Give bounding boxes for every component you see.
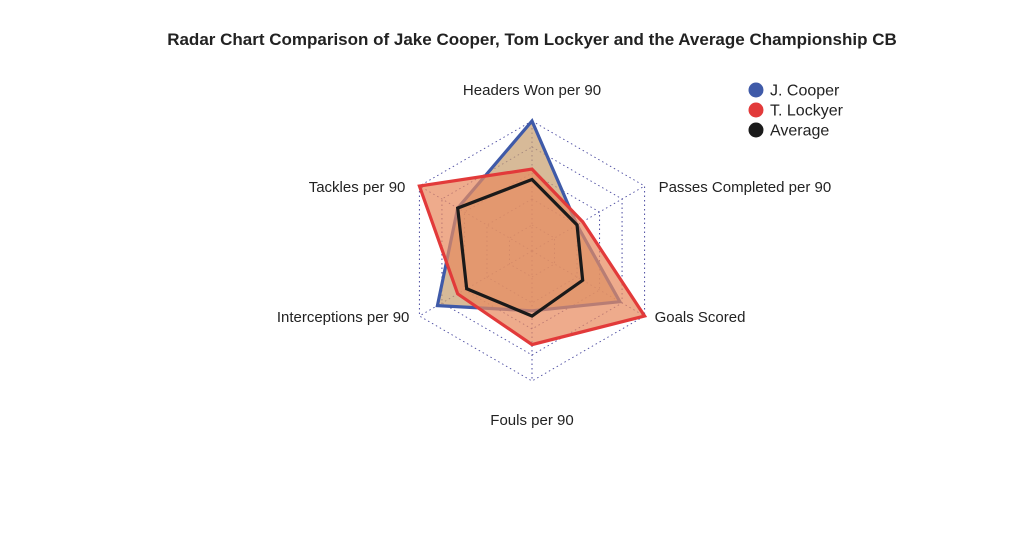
axis-labels: Headers Won per 90 Passes Completed per 9… <box>277 82 831 429</box>
axis-label: Interceptions per 90 <box>277 309 410 326</box>
chart-title: Radar Chart Comparison of Jake Cooper, T… <box>167 30 897 49</box>
legend-label: Average <box>770 123 829 140</box>
axis-label: Goals Scored <box>655 309 746 326</box>
axis-label: Fouls per 90 <box>490 412 573 429</box>
axis-label: Headers Won per 90 <box>463 82 601 99</box>
legend-label: J. Cooper <box>770 83 840 100</box>
radar-series <box>417 118 648 347</box>
grid-spoke <box>531 185 645 252</box>
legend-label: T. Lockyer <box>770 103 844 120</box>
series-t-lockyer <box>417 167 648 347</box>
legend-swatch <box>748 102 764 118</box>
axis-label: Passes Completed per 90 <box>659 179 832 196</box>
legend-swatch <box>748 122 764 138</box>
axis-label: Tackles per 90 <box>309 179 406 196</box>
series-average <box>455 177 585 318</box>
legend-swatch <box>748 82 764 98</box>
legend: J. Cooper T. Lockyer Average <box>748 82 844 140</box>
